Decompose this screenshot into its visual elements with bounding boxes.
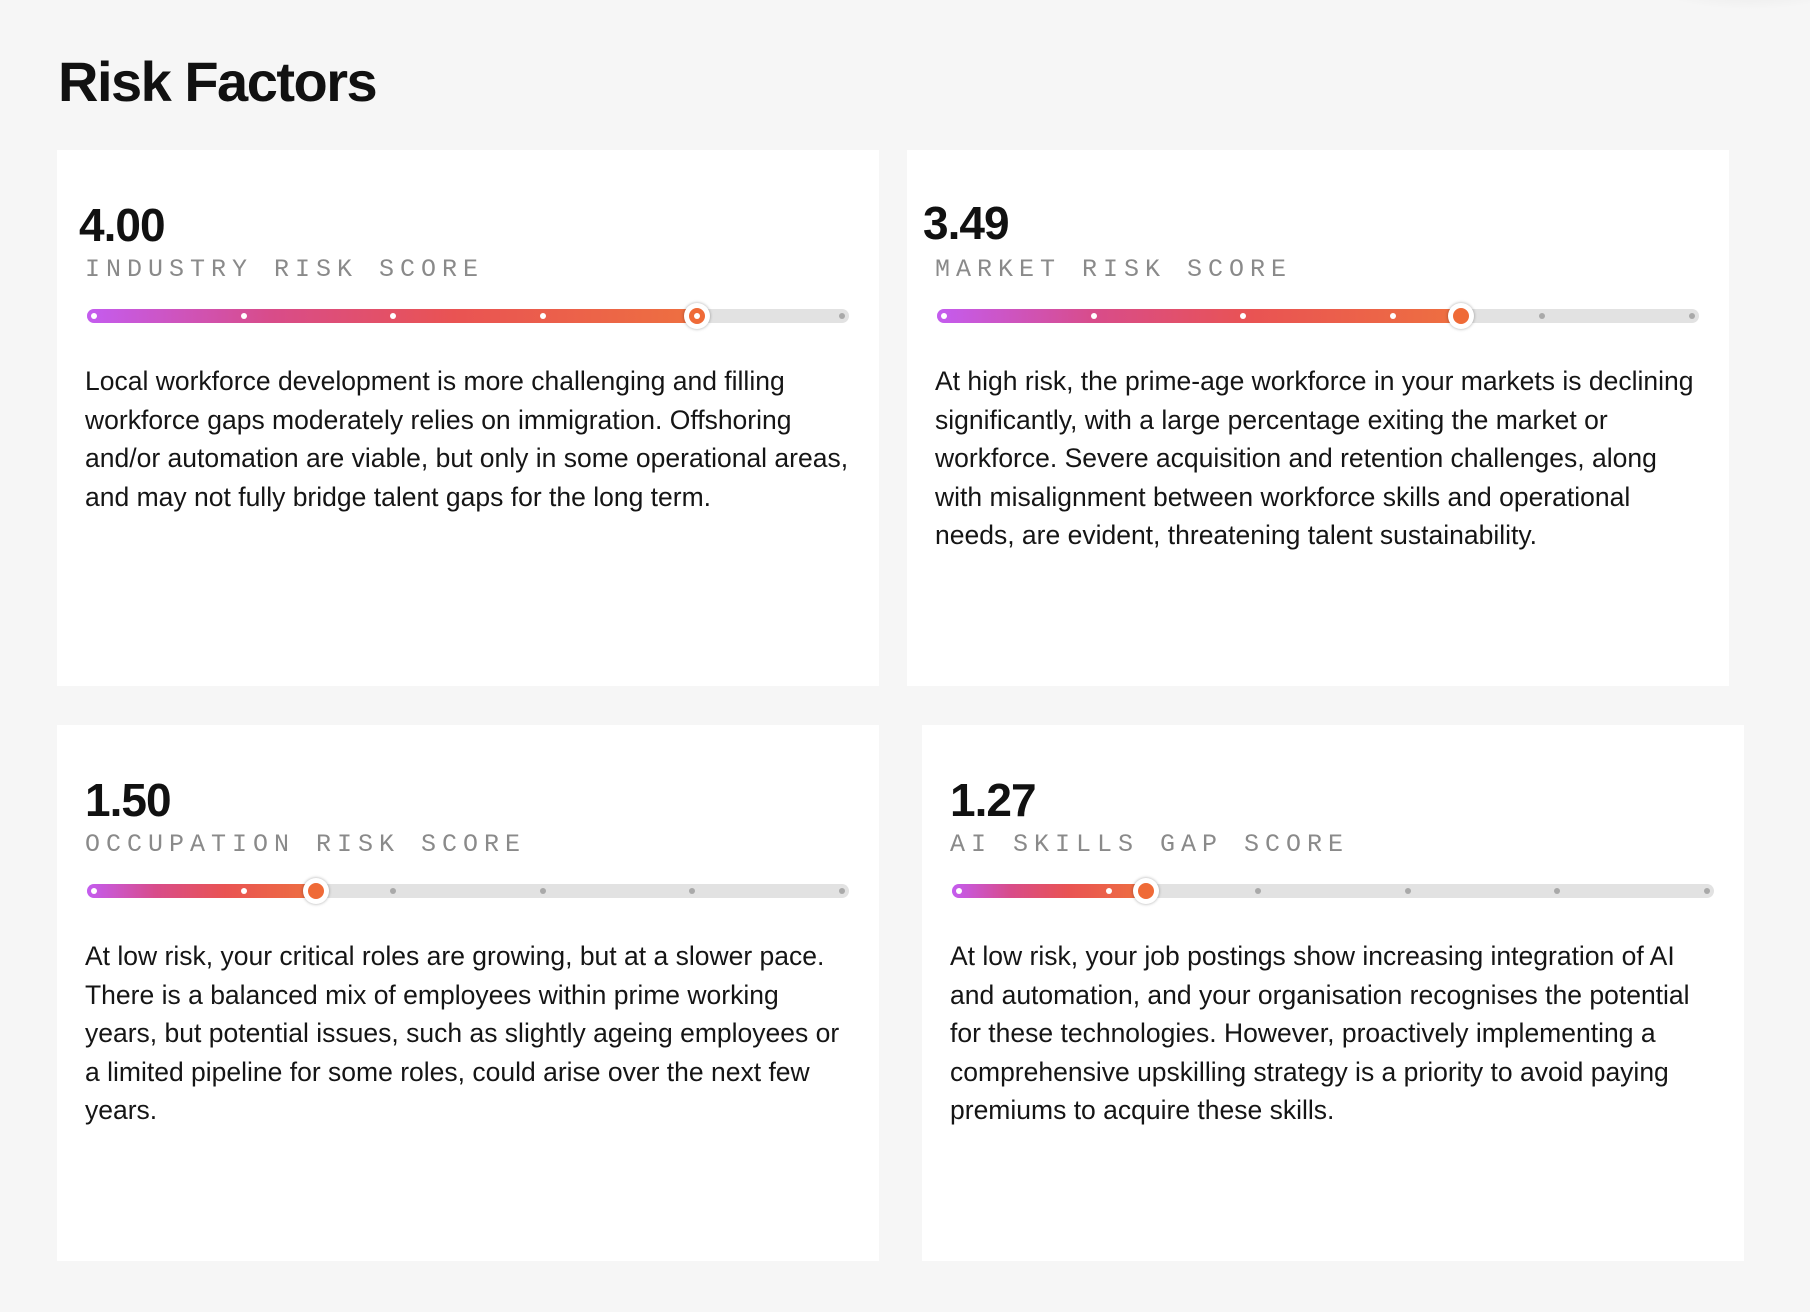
slider-handle — [1132, 878, 1159, 904]
ai-skills-gap-card: 1.27 AI SKILLS GAP SCORE At low risk, yo… — [922, 725, 1744, 1261]
slider-step-dot — [1704, 888, 1710, 894]
slider-step-dot — [90, 888, 97, 894]
risk-slider — [87, 878, 849, 904]
score-value: 1.50 — [85, 774, 172, 826]
slider-step-dot — [539, 313, 546, 319]
slider-step-dot — [1539, 313, 1546, 319]
market-risk-card: 3.49 MARKET RISK SCORE At high risk, the… — [907, 150, 1729, 686]
score-description: At low risk, your critical roles are gro… — [85, 941, 840, 1125]
occupation-risk-card: 1.50 OCCUPATION RISK SCORE At low risk, … — [57, 725, 879, 1261]
risk-slider — [87, 303, 849, 329]
slider-handle — [1447, 303, 1474, 329]
score-value: 1.27 — [950, 774, 1037, 826]
slider-step-dot — [1554, 888, 1561, 894]
slider-step-dot — [1389, 313, 1396, 319]
slider-step-dot — [1255, 888, 1262, 894]
slider-step-dot — [1090, 313, 1097, 319]
score-label: MARKET RISK SCORE — [935, 255, 1293, 284]
slider-step-dot — [940, 313, 947, 319]
score-label: OCCUPATION RISK SCORE — [85, 830, 527, 859]
slider-step-dot — [240, 888, 247, 894]
risk-slider — [937, 303, 1699, 329]
score-value: 4.00 — [79, 199, 166, 251]
corner-shadow — [1650, 0, 1810, 10]
score-label: AI SKILLS GAP SCORE — [950, 830, 1350, 859]
slider-step-dot — [240, 313, 247, 319]
slider-handle-indicator — [1452, 308, 1469, 324]
slider-step-dot — [390, 888, 397, 894]
score-description: At high risk, the prime-age workforce in… — [935, 366, 1694, 550]
slider-step-dot — [689, 888, 696, 894]
slider-step-dot — [539, 888, 546, 894]
slider-handle-indicator — [688, 308, 705, 324]
page-title: Risk Factors — [58, 50, 378, 113]
slider-fill — [937, 309, 1461, 323]
industry-risk-card: 4.00 INDUSTRY RISK SCORE Local workforce… — [57, 150, 879, 686]
score-label: INDUSTRY RISK SCORE — [85, 255, 485, 284]
slider-handle-indicator — [1137, 883, 1154, 899]
risk-slider — [952, 878, 1714, 904]
slider-handle — [302, 878, 329, 904]
slider-step-dot — [390, 313, 397, 319]
slider-step-dot — [1240, 313, 1247, 319]
slider-step-dot — [955, 888, 962, 894]
slider-step-dot — [1689, 313, 1695, 319]
slider-step-dot — [90, 313, 97, 319]
slider-handle-indicator — [307, 883, 324, 899]
slider-step-dot — [839, 888, 845, 894]
score-description: Local workforce development is more chal… — [85, 366, 849, 512]
slider-fill — [87, 884, 316, 898]
slider-fill — [952, 884, 1146, 898]
slider-step-dot — [1404, 888, 1411, 894]
score-value: 3.49 — [923, 197, 1010, 249]
slider-step-dot — [1105, 888, 1112, 894]
score-description: At low risk, your job postings show incr… — [950, 941, 1690, 1125]
slider-step-dot — [839, 313, 845, 319]
slider-handle — [683, 303, 710, 329]
